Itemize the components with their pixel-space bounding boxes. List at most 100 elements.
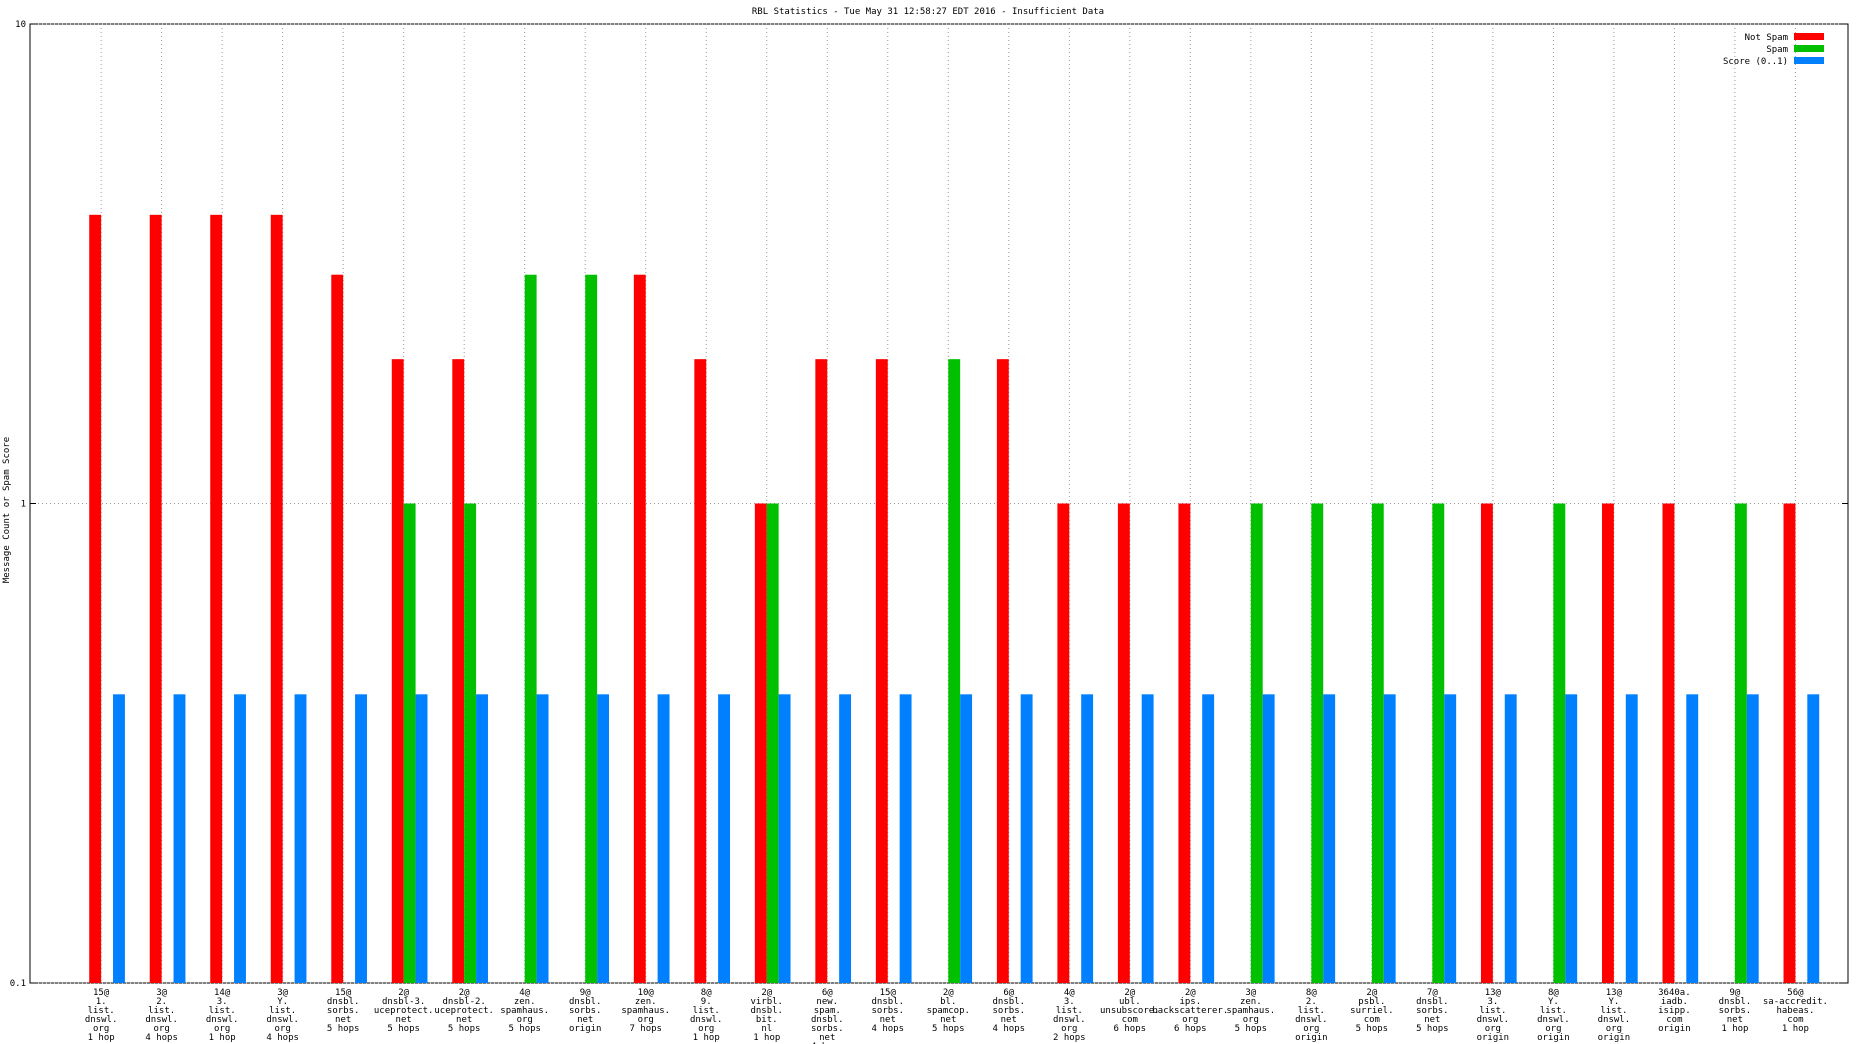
x-tick-label-line: 6@	[822, 988, 833, 998]
x-tick-label-line: dnswl.	[145, 1015, 178, 1025]
x-tick-label-line: org	[154, 1024, 170, 1034]
x-tick-label-line: Y.	[1608, 997, 1619, 1007]
x-tick-label-line: net	[577, 1015, 593, 1025]
x-tick-label-line: org	[698, 1024, 714, 1034]
bar	[1311, 503, 1324, 983]
y-tick-label: 10	[15, 20, 26, 30]
bar	[1601, 503, 1614, 983]
x-tick-label: 13@ Y. list. dnswl. org origin	[1598, 988, 1631, 1043]
x-tick-label-line: ips.	[1179, 997, 1201, 1007]
chart-title: RBL Statistics - Tue May 31 12:58:27 EDT…	[752, 7, 1104, 17]
bar	[476, 694, 488, 983]
x-tick-label-line: org	[1303, 1024, 1319, 1034]
x-tick-label-line: dnswl.	[1053, 1015, 1086, 1025]
bar	[1371, 503, 1384, 983]
x-tick-label-line: sorbs.	[993, 1006, 1026, 1016]
x-tick-label: 7@ dnsbl. sorbs. net 5 hops	[1416, 988, 1449, 1034]
x-tick-label-line: list.	[269, 1006, 296, 1016]
x-tick-label-line: 14@	[214, 988, 231, 998]
x-tick-label: 2@ bl. spamcop. net 5 hops	[927, 988, 970, 1034]
x-tick-label-line: org	[1485, 1024, 1501, 1034]
bar	[210, 214, 223, 983]
bar	[1383, 694, 1396, 983]
x-tick-label-line: backscatterer.	[1152, 1006, 1228, 1016]
bar	[294, 694, 307, 983]
x-tick-label-line: unsubscore.	[1100, 1006, 1160, 1016]
x-tick-label-line: 5 hops	[1416, 1024, 1449, 1034]
x-tick-label: 3@ Y. list. dnswl. org 4 hops	[266, 988, 299, 1043]
bar	[1141, 694, 1154, 983]
x-tick-label-line: 4 hops	[811, 1042, 844, 1044]
bar	[597, 694, 610, 983]
x-tick-label-line: dnsbl.	[1719, 997, 1752, 1007]
x-tick-label-line: spam.	[814, 1006, 841, 1016]
x-tick-label-line: origin	[1537, 1033, 1570, 1043]
bar	[1553, 503, 1566, 983]
x-tick-label-line: 9@	[580, 988, 591, 998]
x-tick-label-line: ubl.	[1119, 997, 1141, 1007]
bar	[1565, 694, 1578, 983]
x-tick-label: 4@ 3. list. dnswl. org 2 hops	[1053, 988, 1086, 1043]
x-tick-label-line: org	[275, 1024, 291, 1034]
x-tick-label-line: isipp.	[1658, 1006, 1691, 1016]
legend-label: Not Spam	[1745, 33, 1788, 43]
x-tick-label-line: origin	[1477, 1033, 1510, 1043]
legend-swatch	[1794, 45, 1824, 52]
x-tick-label: 2@ psbl. surriel. com 5 hops	[1350, 988, 1393, 1034]
x-tick-label-line: 1 hop	[753, 1033, 780, 1043]
x-tick-label: 6@ dnsbl. sorbs. net 4 hops	[993, 988, 1026, 1034]
x-tick-label-line: 1.	[96, 997, 107, 1007]
x-tick-label-line: list.	[209, 1006, 236, 1016]
x-tick-label-line: net	[940, 1015, 956, 1025]
bar	[149, 214, 162, 983]
x-tick-label-line: org	[1182, 1015, 1198, 1025]
x-tick-label-line: Y.	[1548, 997, 1559, 1007]
x-tick-label-line: spamhaus.	[500, 1006, 549, 1016]
bar	[754, 503, 767, 983]
x-tick-label-line: org	[93, 1024, 109, 1034]
x-tick-label-line: 1 hop	[209, 1033, 236, 1043]
x-tick-label-line: 3@	[277, 988, 288, 998]
x-tick-label-line: surriel.	[1350, 1006, 1393, 1016]
x-tick-label-line: dnsbl-2.	[443, 997, 486, 1007]
bar	[536, 694, 549, 983]
bar	[1117, 503, 1130, 983]
x-tick-label-line: sorbs.	[327, 1006, 360, 1016]
x-tick-label-line: bl.	[940, 997, 956, 1007]
x-tick-label-line: 2@	[1185, 988, 1196, 998]
x-tick-label-line: 2@	[1124, 988, 1135, 998]
x-tick-label-line: 6@	[1003, 988, 1014, 998]
x-tick-label-line: net	[1424, 1015, 1440, 1025]
bar	[89, 214, 102, 983]
x-tick-label-line: net	[1001, 1015, 1017, 1025]
x-tick-label-line: 5 hops	[327, 1024, 360, 1034]
x-tick-label-line: dnswl.	[206, 1015, 239, 1025]
bar	[778, 694, 791, 983]
bar	[403, 503, 416, 983]
x-tick-label-line: 5 hops	[448, 1024, 481, 1034]
x-tick-label-line: sorbs.	[1719, 1006, 1752, 1016]
legend-swatch	[1794, 57, 1824, 64]
x-tick-label-line: dnsbl.	[1416, 997, 1449, 1007]
x-tick-label-line: psbl.	[1358, 997, 1385, 1007]
bar	[1057, 503, 1070, 983]
x-tick-label-line: 7 hops	[629, 1024, 662, 1034]
x-tick-label-line: dnswl.	[85, 1015, 118, 1025]
x-tick-label-line: list.	[88, 1006, 115, 1016]
x-tick-label: 2@ virbl. dnsbl. bit. nl 1 hop	[750, 988, 783, 1043]
legend-swatch	[1794, 33, 1824, 40]
x-tick-label-line: dnsbl.	[750, 1006, 783, 1016]
x-tick-label: 2@ ips. backscatterer. org 6 hops	[1152, 988, 1228, 1034]
bar	[1262, 694, 1275, 983]
x-tick-label-line: com	[1122, 1015, 1138, 1025]
x-tick-label-line: 2@	[398, 988, 409, 998]
x-tick-label-line: 7@	[1427, 988, 1438, 998]
x-tick-label-line: dnsbl.	[993, 997, 1026, 1007]
bar	[1081, 694, 1094, 983]
legend-label: Spam	[1766, 45, 1788, 55]
bar	[960, 694, 973, 983]
x-tick-label-line: com	[1787, 1015, 1803, 1025]
x-tick-label: 13@ 3. list. dnswl. org origin	[1477, 988, 1510, 1043]
x-tick-label-line: 13@	[1485, 988, 1502, 998]
